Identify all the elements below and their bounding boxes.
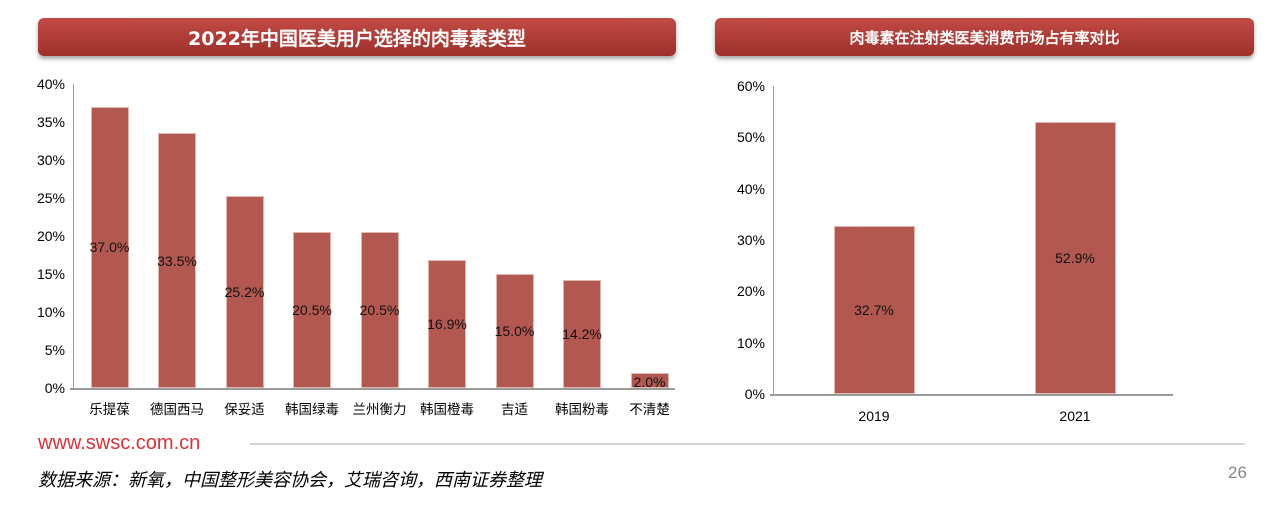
category-label: 德国西马	[150, 402, 204, 418]
y-tick-label: 15%	[36, 266, 65, 282]
y-axis	[773, 86, 774, 395]
y-tick-label: 40%	[736, 180, 765, 197]
y-tick-label: 30%	[36, 152, 65, 168]
bar-兰州衡力	[360, 232, 399, 388]
y-tick-label: 30%	[736, 232, 765, 248]
y-axis	[73, 84, 74, 389]
footer-url: www.swsc.com.cn	[38, 432, 201, 454]
y-tick-label: 0%	[44, 380, 65, 396]
left-chart-title-banner: 2022年中国医美用户选择的肉毒素类型	[38, 18, 676, 56]
category-label: 不清楚	[629, 402, 670, 418]
y-tick-label: 20%	[736, 283, 765, 300]
y-tick-label: 0%	[744, 386, 765, 402]
category-label: 乐提葆	[89, 402, 130, 418]
y-tick-label: 20%	[36, 228, 65, 244]
y-tick-label: 10%	[36, 304, 65, 320]
category-label: 2021	[1059, 408, 1091, 424]
category-label: 韩国橙毒	[420, 402, 474, 418]
category-label: 2019	[858, 408, 890, 424]
bar-韩国粉毒	[563, 280, 601, 388]
bar-不清楚	[630, 372, 669, 388]
bar-value-label: 15.0%	[494, 323, 535, 339]
y-tick-label: 50%	[736, 129, 765, 146]
y-tick-label: 40%	[36, 76, 65, 92]
right-chart-title: 肉毒素在注射类医美消费市场占有率对比	[849, 28, 1120, 47]
y-tick-label: 10%	[736, 334, 765, 351]
y-tick-label: 5%	[44, 342, 65, 358]
bar-value-label: 14.2%	[562, 326, 602, 343]
bar-韩国橙毒	[428, 259, 466, 388]
category-label: 保妥适	[224, 402, 265, 418]
category-label: 韩国粉毒	[555, 402, 609, 418]
bar-value-label: 20.5%	[359, 302, 400, 319]
y-tick-label: 25%	[36, 190, 65, 206]
category-label: 兰州衡力	[352, 402, 407, 418]
footer-divider	[250, 443, 1245, 445]
bar-保妥适	[225, 196, 264, 388]
bar-韩国绿毒	[293, 232, 331, 388]
y-tick-label: 35%	[36, 114, 65, 130]
left-chart-title: 2022年中国医美用户选择的肉毒素类型	[188, 27, 526, 50]
y-tick-label: 60%	[736, 78, 765, 94]
bar-value-label: 32.7%	[854, 302, 894, 319]
x-axis	[70, 388, 675, 390]
bar-value-label: 37.0%	[89, 239, 130, 256]
page-number: 26	[1228, 463, 1247, 482]
category-label: 吉适	[501, 402, 528, 418]
data-source-note: 数据来源：新氧，中国整形美容协会，艾瑞咨询，西南证券整理	[38, 470, 542, 491]
bar-2019	[833, 226, 915, 394]
bar-value-label: 33.5%	[157, 252, 197, 269]
bar-德国西马	[158, 133, 196, 388]
bar-value-label: 52.9%	[1055, 250, 1095, 267]
bar-乐提葆	[90, 106, 129, 388]
bar-value-label: 16.9%	[427, 315, 467, 332]
x-axis	[770, 394, 1173, 396]
bar-吉适	[495, 274, 534, 388]
category-label: 韩国绿毒	[285, 402, 339, 418]
bar-2021	[1034, 122, 1116, 394]
bar-value-label: 20.5%	[292, 302, 332, 319]
bar-value-label: 25.2%	[224, 284, 265, 301]
right-chart-title-banner: 肉毒素在注射类医美消费市场占有率对比	[715, 18, 1254, 56]
bar-value-label: 2.0%	[633, 374, 666, 390]
